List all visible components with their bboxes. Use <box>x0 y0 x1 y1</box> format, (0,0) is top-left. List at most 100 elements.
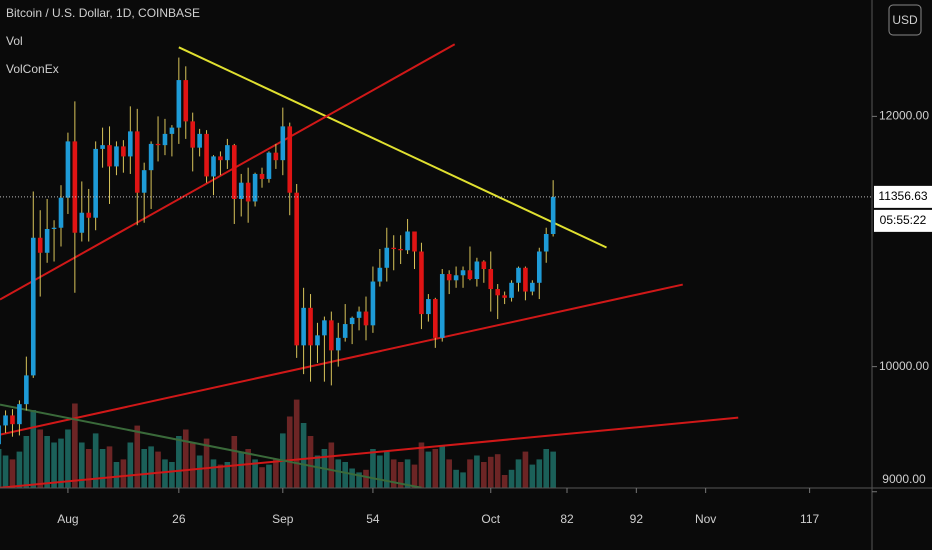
volume-bar <box>44 436 50 488</box>
candle-body <box>335 337 341 351</box>
trend-line <box>0 283 683 436</box>
volume-bar <box>85 449 92 488</box>
y-tick-label: 10000.00 <box>879 359 929 373</box>
candle-body <box>384 247 390 268</box>
volume-bar <box>203 438 210 488</box>
volume-bar <box>58 438 64 488</box>
volume-bar <box>162 459 168 488</box>
candle-body <box>51 227 57 229</box>
x-tick-label: 26 <box>172 512 186 526</box>
candle-body <box>100 145 105 149</box>
candle-body <box>280 126 286 161</box>
volume-bar <box>460 472 466 488</box>
candle-body <box>273 152 279 161</box>
candle-body <box>405 231 410 251</box>
candle-body <box>3 415 8 426</box>
volume-bar <box>377 455 383 488</box>
volume-bar <box>2 455 9 488</box>
volume-bar <box>411 464 418 488</box>
volume-bar <box>383 451 390 488</box>
candle-body <box>37 237 43 253</box>
candle-body <box>86 212 92 218</box>
volume-bar <box>446 459 452 488</box>
candle-body <box>197 133 202 148</box>
currency-button[interactable] <box>888 4 922 36</box>
indicator-label: Vol <box>6 34 23 48</box>
candle-body <box>183 80 189 122</box>
trend-line <box>178 46 607 249</box>
candle-body <box>356 311 362 318</box>
candle-body <box>322 320 327 336</box>
candle-body <box>58 197 64 228</box>
volume-bar <box>78 442 85 488</box>
x-tick-label: 54 <box>366 512 380 526</box>
volume-bar <box>536 459 543 488</box>
candle-body <box>543 233 549 252</box>
candle-body <box>0 425 1 445</box>
volume-bar <box>169 462 175 488</box>
candle-body <box>17 404 22 425</box>
volume-bar <box>418 442 425 488</box>
volume-bar <box>148 446 154 488</box>
candle-body <box>141 170 147 193</box>
last-price-box <box>874 185 932 208</box>
candle-body <box>190 121 195 148</box>
candle-body <box>329 320 334 351</box>
trend-line <box>0 416 739 488</box>
volume-bar <box>439 446 446 488</box>
volume-bar <box>453 469 459 488</box>
volume-bar <box>273 459 279 488</box>
volume-bar <box>481 462 487 488</box>
volume-bar <box>245 449 251 488</box>
candle-body <box>225 145 230 161</box>
candle-body <box>370 281 376 326</box>
volume-bar <box>286 416 293 488</box>
candle-body <box>342 324 348 338</box>
volume-bar <box>356 472 362 488</box>
countdown-box <box>874 209 932 232</box>
candle-body <box>509 282 514 298</box>
volume-bar <box>134 425 141 488</box>
last-price-label: 11356.63 <box>878 189 927 203</box>
x-tick-label: 82 <box>560 512 574 526</box>
volume-bar <box>397 462 404 488</box>
x-tick-label: Aug <box>57 512 78 526</box>
plot-area <box>0 43 739 488</box>
volume-bar <box>487 456 494 488</box>
candle-body <box>481 261 487 270</box>
x-tick-label: Oct <box>481 512 500 526</box>
countdown-label: 05:55:22 <box>880 213 927 227</box>
candle-body <box>155 143 161 146</box>
volume-bar <box>314 455 321 488</box>
candle-body <box>128 131 133 157</box>
volume-bar <box>51 442 57 488</box>
volume-bar <box>515 459 522 488</box>
candle-body <box>162 133 168 146</box>
volume-bar <box>550 451 556 488</box>
candle-body <box>259 173 265 179</box>
trend-line <box>0 43 456 301</box>
indicator-label: VolConEx <box>6 62 59 76</box>
volume-bar <box>182 429 189 488</box>
currency-label[interactable]: USD <box>892 13 918 27</box>
candle-body <box>121 146 126 157</box>
volume-bar <box>196 455 203 488</box>
trend-line <box>0 403 422 488</box>
x-tick-label: 92 <box>630 512 644 526</box>
candle-body <box>433 299 438 338</box>
candle-body <box>301 307 306 346</box>
volume-bar <box>522 451 529 488</box>
volume-bar <box>529 464 536 488</box>
candle-body <box>467 270 473 280</box>
candle-body <box>93 148 98 218</box>
volume-bar <box>370 449 376 488</box>
volume-bar <box>508 469 515 488</box>
volume-bar <box>37 429 44 488</box>
volume-bar <box>127 442 134 488</box>
volume-bar <box>65 429 71 488</box>
volume-bar <box>106 446 113 488</box>
volume-bar <box>30 410 37 488</box>
candle-body <box>294 192 299 346</box>
volume-bar <box>543 449 550 488</box>
candle-body <box>211 156 216 177</box>
